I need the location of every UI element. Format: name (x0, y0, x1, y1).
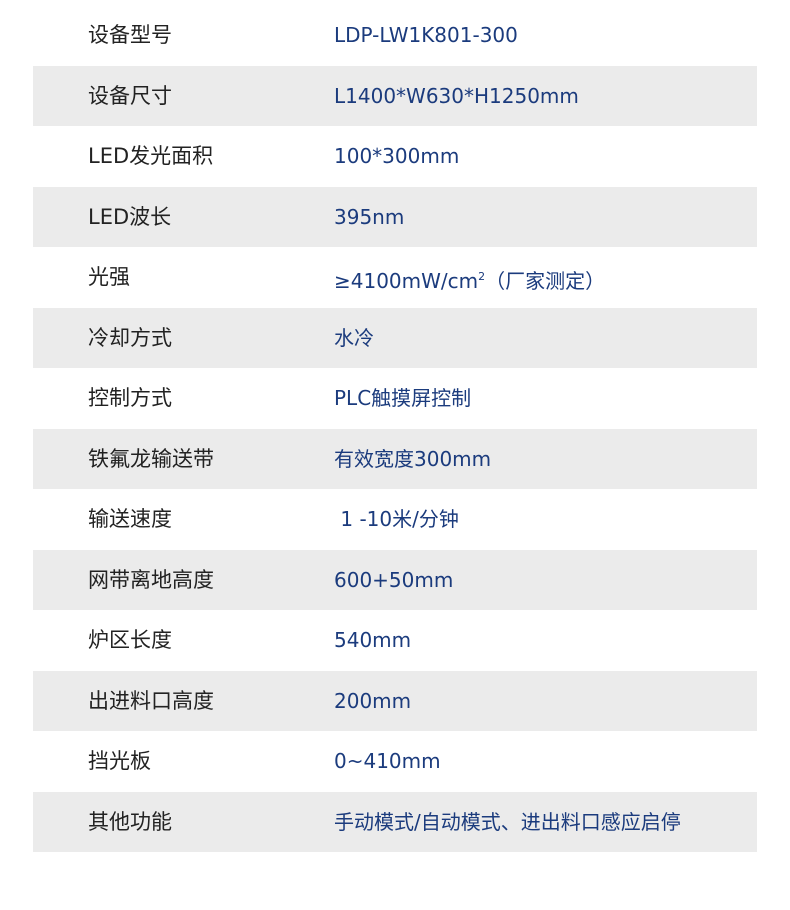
spec-label: 挡光板 (88, 749, 151, 773)
spec-value: 手动模式/自动模式、进出料口感应启停 (334, 809, 681, 834)
spec-value: 600+50mm (334, 567, 454, 592)
spec-value: LDP-LW1K801-300 (334, 23, 518, 47)
spec-label: 出进料口高度 (88, 688, 214, 713)
spec-label: 网带离地高度 (88, 567, 214, 592)
spec-row: 冷却方式 水冷 (33, 307, 757, 368)
spec-row: 铁氟龙输送带 有效宽度300mm (33, 428, 757, 489)
spec-table: 设备型号 LDP-LW1K801-300 设备尺寸 L1400*W630*H1250m… (33, 5, 757, 852)
spec-value: L1400*W630*H1250mm (334, 83, 579, 108)
spec-value: 水冷 (334, 325, 374, 350)
spec-value: 395nm (334, 204, 405, 229)
spec-label: 控制方式 (88, 386, 172, 410)
spec-label: 设备尺寸 (88, 83, 172, 108)
spec-value: 100*300mm (334, 144, 460, 168)
spec-value-superscript: 2 (478, 270, 486, 283)
spec-label: 冷却方式 (88, 325, 172, 350)
spec-row: 控制方式 PLC触摸屏控制 (33, 368, 757, 429)
spec-label: 其他功能 (88, 809, 172, 834)
spec-label: 铁氟龙输送带 (88, 446, 214, 471)
spec-label: 输送速度 (88, 507, 172, 531)
spec-value: ≥4100mW/cm2（厂家测定） (334, 247, 605, 312)
spec-row: 其他功能 手动模式/自动模式、进出料口感应启停 (33, 791, 757, 852)
spec-row: 炉区长度 540mm (33, 610, 757, 671)
spec-value: 0~410mm (334, 749, 441, 773)
spec-value: 540mm (334, 628, 412, 652)
spec-label: 光强 (88, 265, 130, 289)
spec-row: 网带离地高度 600+50mm (33, 549, 757, 610)
spec-value: 有效宽度300mm (334, 446, 492, 471)
spec-value: 200mm (334, 688, 412, 713)
spec-label: LED发光面积 (88, 144, 214, 168)
spec-row: 设备尺寸 L1400*W630*H1250mm (33, 65, 757, 126)
spec-row: 输送速度 1 -10米/分钟 (33, 489, 757, 550)
spec-value-main: ≥4100mW/cm (334, 269, 479, 293)
spec-value: 1 -10米/分钟 (334, 507, 459, 531)
spec-value-note: （厂家测定） (485, 269, 606, 293)
spec-label: LED波长 (88, 204, 172, 229)
spec-row: LED发光面积 100*300mm (33, 126, 757, 187)
spec-value: PLC触摸屏控制 (334, 386, 472, 410)
spec-label: 炉区长度 (88, 628, 172, 652)
spec-label: 设备型号 (88, 23, 172, 47)
spec-row: 出进料口高度 200mm (33, 670, 757, 731)
spec-row: 光强 ≥4100mW/cm2（厂家测定） (33, 247, 757, 308)
spec-row: LED波长 395nm (33, 186, 757, 247)
spec-row: 设备型号 LDP-LW1K801-300 (33, 5, 757, 66)
spec-row: 挡光板 0~410mm (33, 731, 757, 792)
